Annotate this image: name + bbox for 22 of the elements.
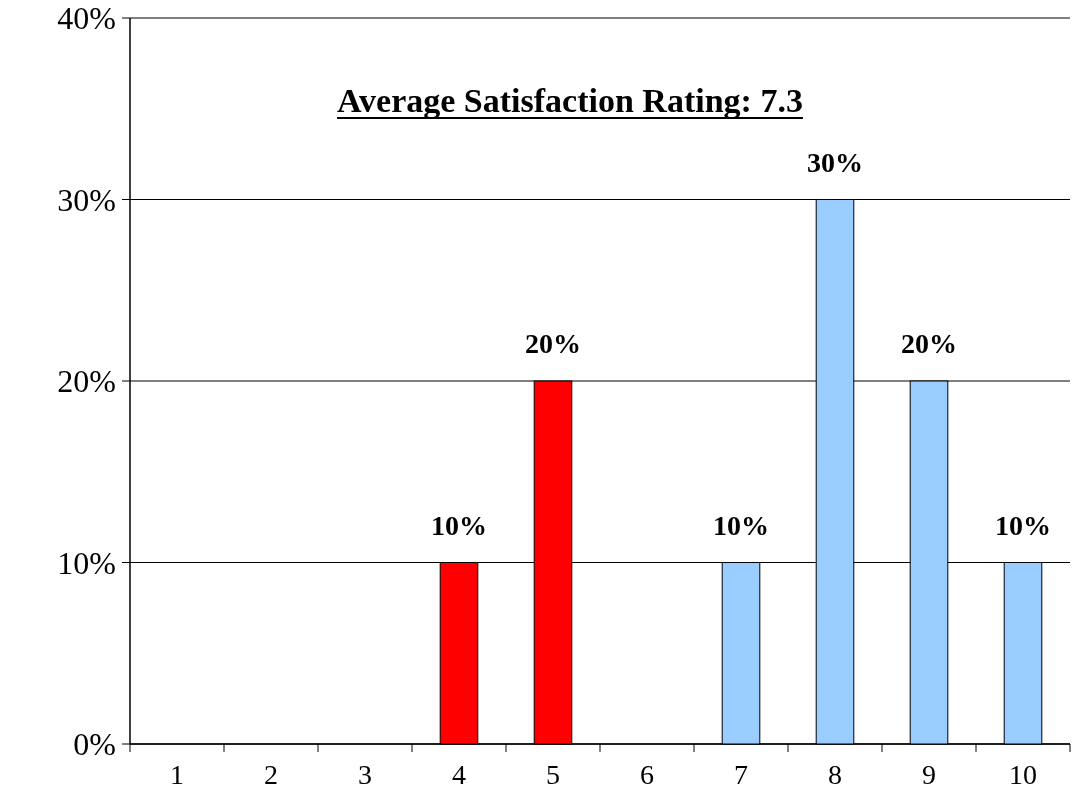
x-tick-label: 7 bbox=[734, 759, 748, 790]
data-label: 20% bbox=[525, 328, 581, 359]
x-tick-label: 9 bbox=[922, 759, 936, 790]
x-tick-label: 3 bbox=[358, 759, 372, 790]
data-label: 10% bbox=[995, 509, 1051, 541]
data-label: 10% bbox=[431, 509, 487, 541]
y-tick-label: 30% bbox=[57, 181, 116, 218]
x-tick-label: 4 bbox=[452, 759, 466, 790]
text: Average Satisfaction Rating: 7.3 bbox=[337, 82, 803, 119]
x-tick-label: 1 bbox=[170, 759, 184, 790]
x-tick-label: 2 bbox=[264, 759, 278, 790]
x-tick-label: 8 bbox=[828, 759, 842, 790]
data-label: 30% bbox=[807, 146, 863, 178]
y-tick-label: 40% bbox=[57, 0, 116, 37]
x-tick-label: 6 bbox=[640, 759, 654, 790]
data-label: 10% bbox=[713, 509, 769, 541]
data-label: 20% bbox=[901, 328, 957, 359]
y-tick-label: 10% bbox=[57, 544, 116, 581]
y-tick-label: 0% bbox=[73, 726, 116, 763]
y-tick-label: 20% bbox=[57, 363, 116, 400]
x-tick-label: 10 bbox=[1009, 759, 1037, 790]
x-tick-label: 5 bbox=[546, 759, 560, 790]
